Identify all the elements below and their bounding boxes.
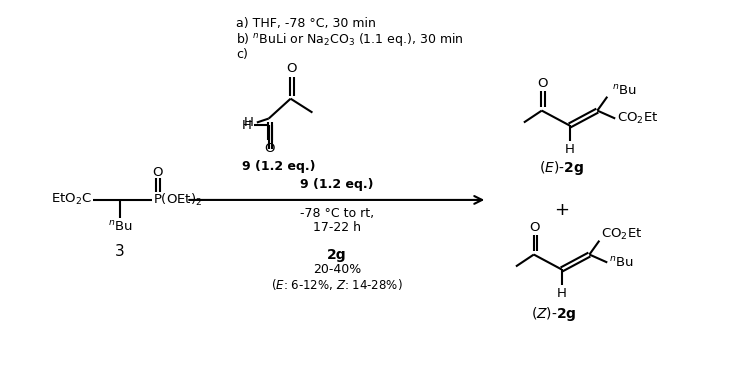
Text: O: O bbox=[537, 77, 548, 90]
Text: c): c) bbox=[236, 48, 248, 61]
Text: +: + bbox=[554, 201, 569, 219]
Text: EtO$_2$C: EtO$_2$C bbox=[51, 192, 92, 208]
Text: H: H bbox=[565, 143, 574, 156]
Text: 17-22 h: 17-22 h bbox=[312, 221, 361, 234]
Text: a) THF, -78 °C, 30 min: a) THF, -78 °C, 30 min bbox=[236, 17, 376, 30]
Text: ($\it{Z}$)-$\bf{2g}$: ($\it{Z}$)-$\bf{2g}$ bbox=[530, 305, 577, 323]
Text: ($\it{E}$: 6-12%, $\it{Z}$: 14-28%): ($\it{E}$: 6-12%, $\it{Z}$: 14-28%) bbox=[271, 277, 403, 292]
Text: O: O bbox=[530, 221, 540, 234]
Text: ($\it{E}$)-$\bf{2g}$: ($\it{E}$)-$\bf{2g}$ bbox=[539, 159, 584, 177]
Text: O: O bbox=[153, 166, 163, 179]
Text: $^n$Bu: $^n$Bu bbox=[612, 84, 637, 98]
Text: -78 °C to rt,: -78 °C to rt, bbox=[300, 207, 373, 220]
Text: H: H bbox=[557, 287, 566, 300]
Text: O: O bbox=[265, 142, 275, 155]
Text: $^n$Bu: $^n$Bu bbox=[609, 256, 634, 269]
Text: $^n$Bu: $^n$Bu bbox=[107, 220, 132, 234]
Text: CO$_2$Et: CO$_2$Et bbox=[601, 227, 643, 242]
Text: 3: 3 bbox=[115, 244, 125, 259]
Text: 20-40%: 20-40% bbox=[312, 263, 361, 276]
Text: O: O bbox=[286, 62, 297, 75]
Text: H: H bbox=[242, 119, 252, 132]
Text: 9 (1.2 eq.): 9 (1.2 eq.) bbox=[242, 160, 315, 173]
Text: 2g: 2g bbox=[327, 248, 347, 261]
Text: b) $^n$BuLi or Na$_2$CO$_3$ (1.1 eq.), 30 min: b) $^n$BuLi or Na$_2$CO$_3$ (1.1 eq.), 3… bbox=[236, 30, 464, 48]
Text: P(OEt)$_2$: P(OEt)$_2$ bbox=[153, 192, 202, 208]
Text: H: H bbox=[244, 116, 254, 129]
Text: 9 (1.2 eq.): 9 (1.2 eq.) bbox=[300, 178, 373, 190]
Text: CO$_2$Et: CO$_2$Et bbox=[618, 111, 658, 126]
